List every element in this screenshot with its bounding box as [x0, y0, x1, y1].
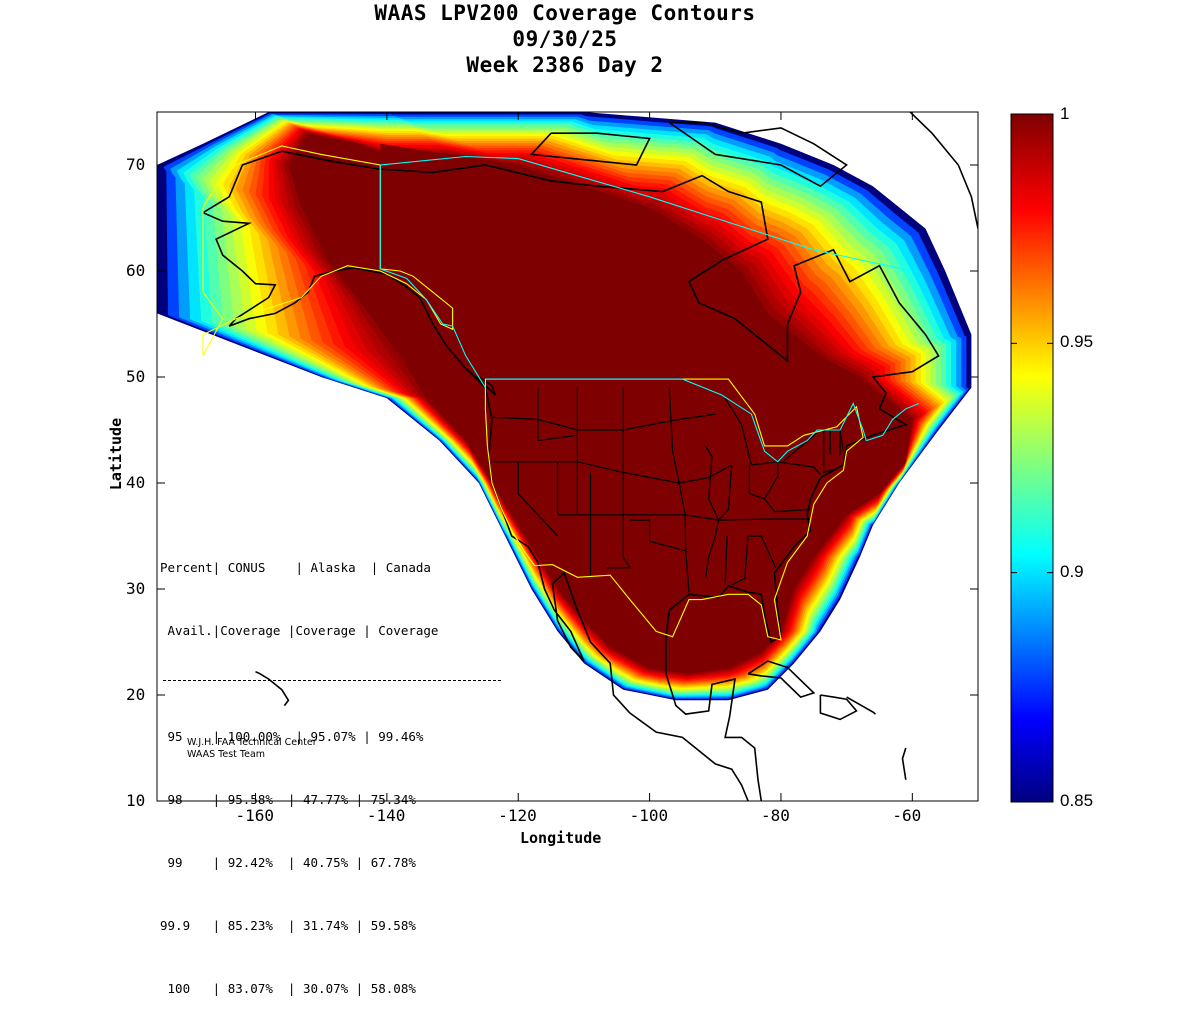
state-line — [823, 430, 835, 474]
stats-header-2: Avail.|Coverage |Coverage | Coverage — [160, 623, 439, 638]
y-tick-label: 70 — [126, 155, 146, 174]
x-tick-label: -120 — [498, 806, 537, 825]
coastline — [202, 150, 940, 801]
state-line — [748, 535, 777, 569]
colorbar — [1010, 113, 1054, 803]
coverage-stats-table: Percent| CONUS | Alaska | Canada Avail.|… — [160, 515, 501, 1020]
x-tick-label: -160 — [235, 806, 275, 825]
y-tick-label: 40 — [126, 473, 146, 492]
y-tick-label: 10 — [126, 791, 146, 810]
state-line — [537, 387, 578, 442]
y-axis-label: Latitude — [107, 417, 125, 491]
state-line — [491, 413, 716, 431]
coastline — [668, 121, 848, 188]
title-line-3: Week 2386 Day 2 — [466, 53, 664, 77]
colorbar-label-085: 0.85 — [1060, 791, 1094, 810]
map-title: WAAS LPV200 Coverage Contours 09/30/25 W… — [0, 0, 1130, 78]
plot-frame — [156, 111, 979, 802]
stats-separator — [163, 680, 501, 681]
coastline — [819, 694, 858, 721]
stats-row: 100 | 83.07% | 30.07% | 58.08% — [160, 981, 416, 996]
colorbar-ticks — [1011, 113, 1053, 803]
state-line — [492, 461, 732, 484]
x-tick-label: -140 — [366, 806, 406, 825]
x-tick-label: -60 — [892, 806, 922, 825]
state-line — [731, 535, 749, 586]
coastline — [484, 387, 749, 801]
title-line-2: 09/30/25 — [512, 27, 618, 51]
conus-alaska-boundary — [202, 145, 454, 357]
stats-row: 95 | 100.00% | 95.07% | 99.46% — [160, 729, 424, 744]
axis-ticks — [157, 112, 978, 802]
state-line — [517, 461, 559, 537]
coastline — [202, 211, 486, 389]
credit-line-1: W.J.H. FAA Technical Center — [187, 737, 317, 748]
colorbar-label-09: 0.9 — [1060, 562, 1084, 581]
coastline — [908, 112, 978, 229]
credit-line-2: WAAS Test Team — [187, 749, 266, 760]
credit-block: W.J.H. FAA Technical Center WAAS Test Te… — [187, 737, 317, 761]
state-line — [629, 519, 686, 552]
y-tick-label: 60 — [126, 261, 146, 280]
colorbar-label-095: 0.95 — [1060, 332, 1094, 351]
contour-core — [380, 143, 880, 621]
y-tick-label: 50 — [126, 367, 146, 386]
title-line-1: WAAS LPV200 Coverage Contours — [374, 1, 756, 25]
stats-header-1: Percent| CONUS | Alaska | Canada — [160, 560, 431, 575]
x-tick-label: -80 — [760, 806, 790, 825]
coastline — [901, 747, 907, 780]
state-line — [724, 535, 728, 584]
canada-boundary — [379, 165, 486, 388]
state-line — [724, 397, 778, 466]
coastline — [846, 696, 877, 715]
coastline — [465, 367, 497, 396]
coastline — [255, 670, 290, 707]
coastlines — [202, 112, 978, 801]
x-tick-label: -100 — [629, 806, 669, 825]
state-line — [777, 461, 821, 475]
conus-alaska-boundary — [484, 378, 864, 641]
state-boundaries — [491, 387, 844, 593]
state-line — [668, 387, 690, 593]
y-tick-label: 30 — [126, 579, 146, 598]
colorbar-label-1: 1 — [1060, 104, 1070, 123]
service-area-boundaries — [202, 145, 920, 641]
canada-boundary — [380, 155, 913, 272]
y-tick-label: 20 — [126, 685, 146, 704]
coverage-contours — [157, 112, 972, 701]
state-line — [718, 464, 733, 521]
coastline — [529, 132, 651, 166]
coverage-map — [156, 111, 1054, 803]
state-line — [606, 387, 631, 569]
canada-boundary — [485, 378, 867, 463]
stats-row: 98 | 95.58% | 47.77% | 75.34% — [160, 792, 416, 807]
x-axis-label: Longitude — [520, 829, 602, 847]
state-line — [764, 498, 810, 513]
coastline — [747, 660, 816, 699]
stats-row: 99 | 92.42% | 40.75% | 67.78% — [160, 855, 416, 870]
canada-boundary — [866, 402, 920, 442]
stats-row: 99.9 | 85.23% | 31.74% | 59.58% — [160, 918, 416, 933]
